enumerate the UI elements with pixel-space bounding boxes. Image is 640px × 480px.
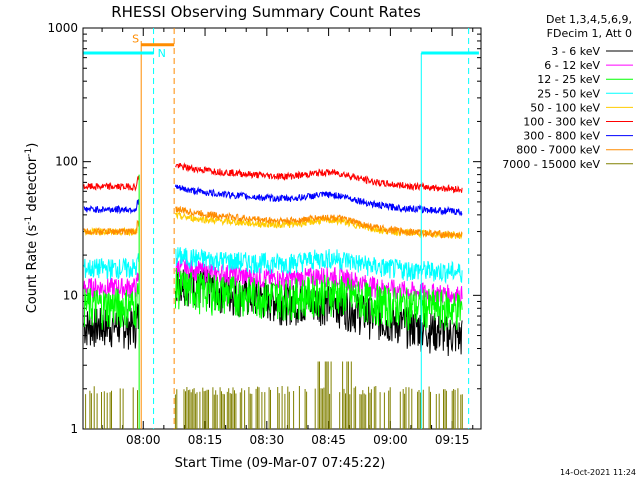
legend-label: 800 - 7000 keV <box>516 144 600 157</box>
night-flag-label: N <box>158 47 166 60</box>
series-line-7 <box>175 205 463 239</box>
y-tick-label: 100 <box>55 155 78 169</box>
x-tick-label: 08:30 <box>250 433 285 447</box>
y-tick-label: 1 <box>70 422 78 436</box>
y-axis-label-main: Count Rate (s <box>25 225 40 314</box>
legend-label: 300 - 800 keV <box>523 130 600 143</box>
series-line-6 <box>83 199 140 215</box>
legend-label: 12 - 25 keV <box>537 73 600 86</box>
y-tick-label: 1000 <box>47 21 78 35</box>
legend-label: 7000 - 15000 keV <box>502 158 600 171</box>
series-line-0 <box>83 303 140 350</box>
series-line-1 <box>83 272 140 299</box>
y-tick-label: 10 <box>63 288 78 302</box>
legend-header-1: Det 1,3,4,5,6,9, <box>546 13 632 26</box>
chart-title: RHESSI Observing Summary Count Rates <box>111 3 421 21</box>
series-line-4 <box>174 211 463 240</box>
x-tick-label: 08:45 <box>311 433 346 447</box>
legend-label: 100 - 300 keV <box>523 116 600 129</box>
saa-flag-label: S <box>132 33 139 46</box>
timestamp: 14-Oct-2021 11:24 <box>560 468 636 477</box>
x-tick-label: 08:15 <box>188 433 223 447</box>
series-line-3 <box>83 253 140 280</box>
series-bars-7000-15000kev <box>85 361 463 429</box>
y-axis-label-mid: detector <box>25 156 40 216</box>
legend-label: 3 - 6 keV <box>551 45 600 58</box>
y-axis-label-sup2: -1 <box>24 148 34 157</box>
series-line-3 <box>175 247 463 285</box>
series-line-5 <box>83 175 140 192</box>
series-line-2 <box>174 267 463 332</box>
legend-label: 6 - 12 keV <box>544 59 600 72</box>
y-axis-label-end: ) <box>25 143 40 148</box>
legend-header-2: FDecim 1, Att 0 <box>547 27 632 40</box>
series-line-5 <box>175 162 463 194</box>
x-axis-label: Start Time (09-Mar-07 07:45:22) <box>175 456 386 471</box>
series-line-2 <box>83 283 139 330</box>
y-axis-label-sup1: -1 <box>24 216 34 225</box>
y-axis-label: Count Rate (s-1 detector-1) <box>24 143 40 314</box>
series-line-6 <box>174 184 463 217</box>
plot-layer: 1 10 100 1000 08:00 08:15 08:30 08:45 09:00 09:15… <box>47 21 633 447</box>
series-line-1 <box>175 258 463 308</box>
legend-label: 25 - 50 keV <box>537 87 600 100</box>
x-tick-label: 09:15 <box>435 433 470 447</box>
series-line-4 <box>83 220 140 237</box>
series-line-7 <box>83 219 140 236</box>
x-tick-label: 08:00 <box>126 433 161 447</box>
x-tick-label: 09:00 <box>373 433 408 447</box>
legend-label: 50 - 100 keV <box>530 101 600 114</box>
